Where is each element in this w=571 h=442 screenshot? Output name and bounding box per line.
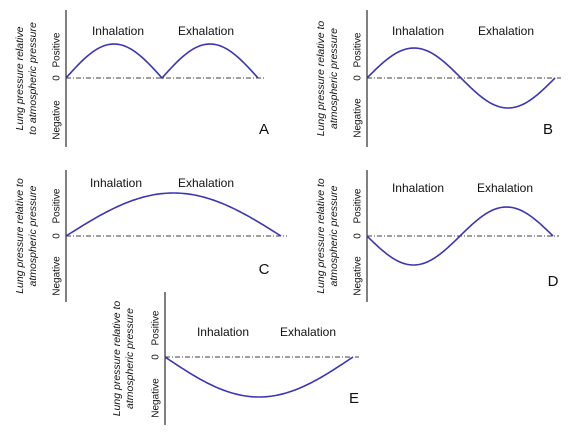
ytick-positive-e: Positive bbox=[151, 310, 162, 345]
data-point-b-4 bbox=[554, 77, 556, 79]
pressure-curve-c bbox=[65, 192, 282, 237]
data-point-a-0 bbox=[65, 77, 67, 79]
ylabel-line1-b: Lung pressure relative to bbox=[315, 21, 327, 137]
phase-label-inhalation-e: Inhalation bbox=[197, 325, 249, 339]
data-point-c-1 bbox=[172, 192, 174, 194]
ytick-zero-c: 0 bbox=[52, 233, 63, 239]
data-point-b-2 bbox=[460, 77, 462, 79]
pressure-curve-a bbox=[65, 43, 259, 80]
panel-letter-b: B bbox=[543, 121, 553, 138]
data-point-a-1 bbox=[113, 43, 115, 45]
data-point-b-0 bbox=[366, 77, 368, 79]
data-point-d-4 bbox=[552, 235, 554, 237]
data-point-a-4 bbox=[257, 77, 259, 79]
ytick-negative-a: Negative bbox=[52, 100, 63, 140]
ylabel-line1-e: Lung pressure relative to bbox=[111, 301, 123, 417]
phase-label-exhalation-c: Exhalation bbox=[178, 176, 234, 190]
panel-d: Negative 0 Positive Lung pressure relative … bbox=[315, 170, 559, 302]
ylabel-line2-c: atmospheric pressure bbox=[27, 185, 39, 286]
panel-letter-c: C bbox=[259, 261, 270, 278]
ylabel-line1-d: Lung pressure relative to bbox=[315, 178, 327, 294]
panel-letter-d: D bbox=[548, 273, 559, 290]
data-point-e-0 bbox=[164, 356, 166, 358]
ytick-negative-d: Negative bbox=[353, 256, 364, 296]
ylabel-line2-b: atmospheric pressure bbox=[328, 28, 340, 129]
panel-c: Negative 0 Positive Lung pressure relative … bbox=[14, 170, 287, 302]
panel-letter-a: A bbox=[259, 121, 269, 138]
ytick-negative-c: Negative bbox=[52, 256, 63, 296]
phase-label-exhalation-d: Exhalation bbox=[477, 181, 533, 195]
ytick-positive-a: Positive bbox=[52, 32, 63, 67]
data-point-c-0 bbox=[65, 235, 67, 237]
data-point-b-1 bbox=[413, 47, 415, 49]
ytick-zero-d: 0 bbox=[353, 233, 364, 239]
phase-label-exhalation-b: Exhalation bbox=[478, 24, 534, 38]
ytick-zero-e: 0 bbox=[151, 354, 162, 360]
phase-label-exhalation-a: Exhalation bbox=[178, 24, 234, 38]
panel-a: Negative 0 Positive Lung pressure relative t… bbox=[14, 10, 269, 147]
data-point-d-1 bbox=[412, 264, 414, 266]
data-point-a-3 bbox=[209, 43, 211, 45]
phase-label-inhalation-b: Inhalation bbox=[392, 24, 444, 38]
data-point-e-1 bbox=[258, 396, 260, 398]
data-point-d-2 bbox=[459, 235, 461, 237]
pressure-curve-e bbox=[164, 356, 354, 398]
data-point-d-3 bbox=[505, 206, 507, 208]
data-point-d-0 bbox=[366, 235, 368, 237]
ytick-zero-a: 0 bbox=[52, 75, 63, 81]
ylabel-line2-a: to atmospheric pressure bbox=[27, 22, 39, 135]
data-point-c-2 bbox=[280, 235, 282, 237]
phase-label-inhalation-c: Inhalation bbox=[90, 176, 142, 190]
panel-b: Negative 0 Positive Lung pressure relative … bbox=[315, 10, 561, 147]
phase-label-inhalation-d: Inhalation bbox=[392, 181, 444, 195]
data-point-a-2 bbox=[161, 77, 163, 79]
phase-label-inhalation-a: Inhalation bbox=[92, 24, 144, 38]
data-point-b-3 bbox=[507, 107, 509, 109]
pressure-curve-b bbox=[366, 47, 556, 109]
ytick-negative-b: Negative bbox=[353, 98, 364, 138]
pressure-curve-d bbox=[366, 206, 554, 266]
ylabel-line2-d: atmospheric pressure bbox=[328, 185, 340, 286]
ylabel-line1-c: Lung pressure relative to bbox=[14, 178, 26, 294]
panel-e: Negative 0 Positive Lung pressure relative … bbox=[111, 292, 359, 425]
ytick-positive-b: Positive bbox=[353, 32, 364, 67]
panel-letter-e: E bbox=[349, 390, 359, 407]
data-point-e-2 bbox=[352, 356, 354, 358]
phase-label-exhalation-e: Exhalation bbox=[280, 325, 336, 339]
ytick-zero-b: 0 bbox=[353, 75, 364, 81]
ytick-negative-e: Negative bbox=[151, 378, 162, 418]
ylabel-line1-a: Lung pressure relative bbox=[14, 26, 26, 130]
ytick-positive-c: Positive bbox=[52, 188, 63, 223]
ylabel-line2-e: atmospheric pressure bbox=[124, 308, 136, 409]
ytick-positive-d: Positive bbox=[353, 188, 364, 223]
